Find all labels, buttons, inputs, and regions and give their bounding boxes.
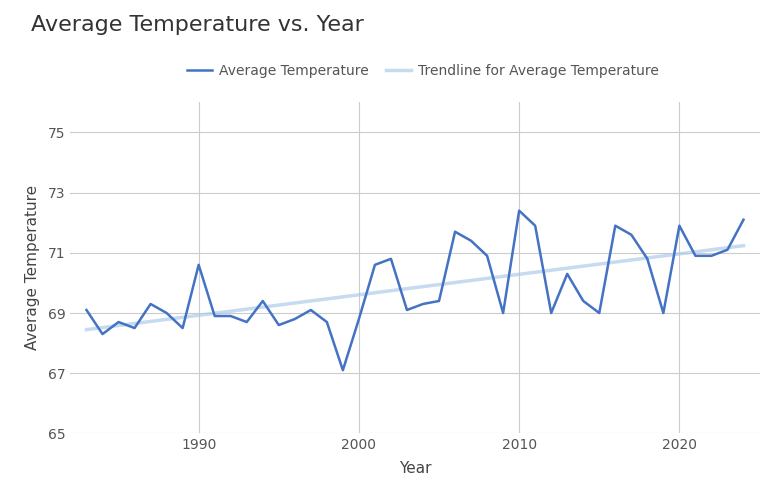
X-axis label: Year: Year <box>399 461 431 476</box>
Legend: Average Temperature, Trendline for Average Temperature: Average Temperature, Trendline for Avera… <box>182 58 664 83</box>
Y-axis label: Average Temperature: Average Temperature <box>24 185 39 351</box>
Text: Average Temperature vs. Year: Average Temperature vs. Year <box>31 15 364 35</box>
